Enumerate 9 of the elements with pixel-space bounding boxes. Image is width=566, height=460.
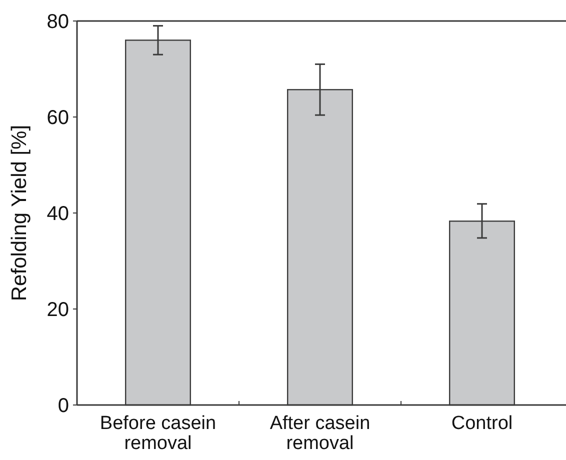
y-tick-label: 80 xyxy=(46,11,69,33)
y-axis-title: Refolding Yield [%] xyxy=(8,124,31,302)
x-tick-label: After casein removal xyxy=(270,413,370,454)
y-tick-label: 40 xyxy=(46,203,69,225)
y-tick-label: 0 xyxy=(58,395,69,417)
y-tick-label: 60 xyxy=(46,107,69,129)
y-tick-label: 20 xyxy=(46,299,69,321)
x-tick-label: Before casein removal xyxy=(100,413,216,454)
x-tick-label: Control xyxy=(451,413,513,434)
